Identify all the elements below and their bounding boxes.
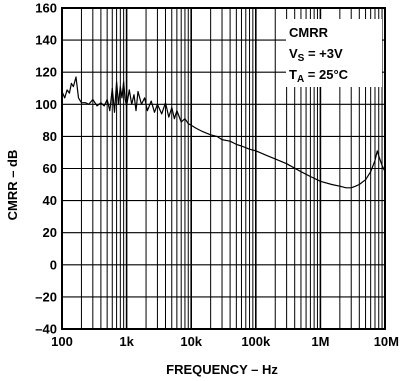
- y-tick-label: –20: [35, 289, 57, 304]
- annotation-temperature: TA = 25°C: [289, 67, 349, 85]
- y-tick-label: 100: [35, 97, 57, 112]
- y-tick-label: 80: [43, 129, 57, 144]
- series-layer: [61, 76, 386, 189]
- x-tick-label: 1k: [119, 334, 134, 349]
- y-tick-label: 60: [43, 161, 57, 176]
- y-tick-label: 140: [35, 33, 57, 48]
- x-tick-label: 100k: [241, 334, 271, 349]
- annotation-title: CMRR: [289, 25, 329, 40]
- x-tick-label: 100: [51, 334, 73, 349]
- plot-frame: [61, 7, 386, 330]
- annotation-supply: VS = +3V: [289, 46, 343, 64]
- x-tick-label: 10k: [180, 334, 202, 349]
- y-tick-label: 40: [43, 193, 57, 208]
- y-tick-label: 0: [50, 257, 57, 272]
- y-tick-label: 20: [43, 225, 57, 240]
- x-tick-label: 1M: [311, 334, 329, 349]
- x-axis-title: FREQUENCY – Hz: [166, 362, 278, 377]
- y-tick-label: 160: [35, 1, 57, 16]
- cmrr-series-line: [61, 76, 386, 189]
- y-tick-label: –40: [35, 322, 57, 337]
- annotation-box: CMRR VS = +3V TA = 25°C: [286, 19, 382, 87]
- y-tick-label: 120: [35, 65, 57, 80]
- x-tick-labels: 100 1k 10k 100k 1M 10M: [51, 334, 399, 349]
- x-tick-label: 10M: [374, 334, 399, 349]
- y-tick-labels: 160 140 120 100 80 60 40 20 0 –20 –40: [35, 1, 57, 337]
- annotation-background: [286, 19, 382, 87]
- y-axis-title: CMRR – dB: [5, 150, 20, 221]
